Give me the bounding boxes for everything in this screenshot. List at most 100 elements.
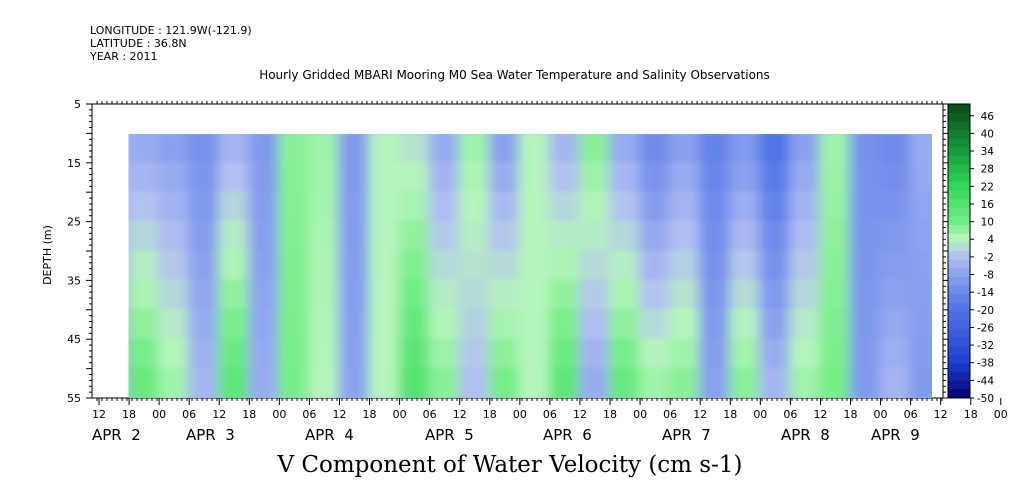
- x-day-label: APR 7: [662, 426, 711, 444]
- heatmap-cell: [639, 367, 672, 398]
- heatmap-cell: [879, 367, 912, 398]
- heatmap-cell: [849, 367, 882, 398]
- colorbar-swatch: [948, 112, 970, 122]
- heatmap-cell: [128, 161, 161, 194]
- heatmap-cell: [819, 338, 852, 370]
- heatmap-cell: [578, 161, 612, 194]
- colorbar-swatch: [948, 138, 970, 148]
- colorbar-swatch: [948, 225, 970, 235]
- heatmap-cell: [578, 338, 612, 370]
- heatmap-cell: [308, 338, 341, 370]
- heatmap-cell: [158, 191, 191, 223]
- longitude-label: LONGITUDE : 121.9W(-121.9): [90, 24, 252, 37]
- heatmap-cell: [819, 250, 852, 282]
- heatmap-cell: [188, 134, 221, 164]
- colorbar-swatch: [948, 380, 970, 390]
- heatmap-cell: [849, 191, 882, 223]
- x-day-label: APR 9: [871, 426, 920, 444]
- heatmap-cell: [518, 250, 551, 282]
- heatmap-cell: [578, 191, 612, 223]
- heatmap-cell: [789, 279, 822, 311]
- heatmap-cell: [278, 367, 311, 398]
- colorbar-swatch: [948, 320, 970, 330]
- x-hour-tick-label: 18: [483, 408, 497, 421]
- heatmap-cell: [458, 279, 491, 311]
- x-day-label: APR 3: [186, 426, 235, 444]
- heatmap-cell: [428, 367, 461, 398]
- heatmap-cell: [338, 134, 371, 164]
- heatmap-cell: [789, 161, 822, 194]
- heatmap-cell: [188, 338, 221, 370]
- heatmap-cell: [699, 338, 732, 370]
- x-hour-tick-label: 18: [723, 408, 737, 421]
- heatmap-cell: [548, 367, 581, 398]
- heatmap-cell: [308, 308, 341, 341]
- x-hour-tick-label: 00: [753, 408, 767, 421]
- heatmap-cell: [879, 338, 912, 370]
- heatmap-cell: [729, 367, 762, 398]
- colorbar-label: -20: [977, 305, 994, 317]
- heatmap-cell: [849, 134, 882, 164]
- heatmap-cell: [308, 191, 341, 223]
- heatmap-cell: [759, 161, 792, 194]
- heatmap-cell: [909, 308, 932, 341]
- heatmap-cell: [248, 134, 281, 164]
- heatmap-cell: [759, 250, 792, 282]
- heatmap-cell: [1000, 132, 1009, 163]
- heatmap-cell: [248, 191, 281, 223]
- heatmap-cell: [669, 134, 702, 164]
- heatmap-cell: [548, 308, 581, 341]
- heatmap-cell: [639, 161, 672, 194]
- x-day-label: APR 6: [543, 426, 592, 444]
- heatmap-cell: [518, 191, 551, 223]
- heatmap-cell: [699, 308, 732, 341]
- heatmap-cell: [548, 191, 581, 223]
- heatmap-cell: [879, 220, 912, 252]
- heatmap-cell: [518, 338, 551, 370]
- heatmap-cell: [548, 338, 581, 370]
- heatmap-cell: [909, 250, 932, 282]
- heatmap-cell: [488, 308, 521, 341]
- heatmap-cell: [128, 308, 161, 341]
- heatmap-cell: [639, 279, 672, 311]
- heatmap-cell: [759, 367, 792, 398]
- colorbar-swatch: [948, 173, 970, 183]
- heatmap-cell: [158, 367, 191, 398]
- heatmap-cell: [1000, 191, 1009, 222]
- colorbar-label: -38: [977, 358, 994, 370]
- heatmap-cell: [578, 279, 612, 311]
- heatmap-cell: [278, 279, 311, 311]
- x-hour-tick-label: 06: [302, 408, 316, 421]
- heatmap-cell: [428, 250, 461, 282]
- heatmap-cell: [1000, 250, 1009, 281]
- heatmap-cell: [909, 338, 932, 370]
- heatmap-cell: [1000, 368, 1009, 399]
- colorbar-swatch: [948, 346, 970, 356]
- y-tick-label: 55: [67, 392, 81, 405]
- heatmap-cell: [128, 367, 161, 398]
- heatmap-cell: [398, 134, 431, 164]
- heatmap-cell: [518, 279, 551, 311]
- heatmap-cell: [789, 308, 822, 341]
- heatmap-cell: [669, 338, 702, 370]
- heatmap-cell: [368, 308, 401, 341]
- heatmap-cell: [218, 279, 251, 311]
- heatmap-cell: [578, 220, 612, 252]
- colorbar-label: -44: [977, 375, 994, 387]
- colorbar-swatch: [948, 285, 970, 295]
- heatmap-cell: [879, 308, 912, 341]
- heatmap-cell: [428, 308, 461, 341]
- x-hour-tick-label: 00: [272, 408, 286, 421]
- plot-title: Hourly Gridded MBARI Mooring M0 Sea Wate…: [259, 68, 770, 82]
- heatmap-cell: [338, 250, 371, 282]
- x-hour-tick-label: 06: [423, 408, 437, 421]
- heatmap-cell: [158, 279, 191, 311]
- heatmap-cell: [278, 308, 311, 341]
- heatmap-cell: [308, 250, 341, 282]
- heatmap-cell: [759, 220, 792, 252]
- colorbar-swatch: [948, 216, 970, 226]
- heatmap-cell: [578, 367, 612, 398]
- x-day-label: APR 2: [92, 426, 141, 444]
- colorbar-label: 34: [981, 146, 995, 158]
- heatmap-cell: [248, 250, 281, 282]
